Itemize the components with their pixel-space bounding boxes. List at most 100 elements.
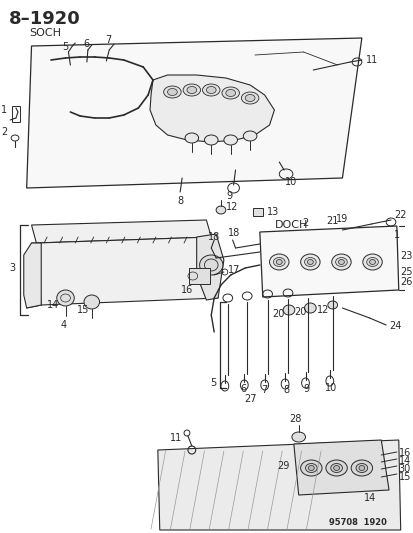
Polygon shape	[24, 243, 41, 308]
Ellipse shape	[369, 260, 375, 264]
Text: 16: 16	[398, 448, 410, 458]
Text: 8: 8	[177, 196, 183, 206]
Ellipse shape	[338, 260, 344, 264]
Text: 15: 15	[77, 305, 90, 315]
Ellipse shape	[276, 260, 282, 264]
Ellipse shape	[327, 301, 337, 309]
Polygon shape	[26, 38, 361, 188]
Polygon shape	[36, 237, 218, 305]
Bar	[252, 208, 262, 216]
Text: 23: 23	[400, 251, 412, 261]
Text: 10: 10	[284, 177, 297, 187]
Text: 15: 15	[398, 472, 410, 482]
Text: 7: 7	[261, 385, 267, 395]
Ellipse shape	[305, 464, 316, 472]
Text: 2: 2	[301, 218, 308, 228]
Text: 28: 28	[289, 414, 301, 424]
Ellipse shape	[206, 86, 216, 93]
Text: 25: 25	[400, 267, 412, 277]
Ellipse shape	[163, 86, 181, 98]
Text: 27: 27	[243, 394, 256, 404]
Text: 19: 19	[335, 214, 348, 224]
Ellipse shape	[187, 86, 196, 93]
Text: 5: 5	[209, 378, 216, 388]
Text: 30: 30	[398, 464, 410, 474]
Text: 29: 29	[277, 461, 289, 471]
Polygon shape	[150, 75, 274, 142]
Ellipse shape	[325, 460, 347, 476]
Polygon shape	[31, 220, 211, 243]
Ellipse shape	[282, 305, 294, 315]
Text: 95708  1920: 95708 1920	[328, 518, 386, 527]
Text: 8: 8	[282, 385, 288, 395]
Text: 12: 12	[317, 305, 329, 315]
Text: 14: 14	[47, 300, 59, 310]
Text: 7: 7	[105, 35, 111, 45]
Ellipse shape	[269, 254, 288, 270]
Text: 20: 20	[293, 307, 306, 317]
Ellipse shape	[241, 92, 258, 104]
Text: 14: 14	[398, 456, 410, 466]
Text: 18: 18	[208, 232, 220, 242]
Text: 6: 6	[240, 384, 246, 394]
Ellipse shape	[304, 257, 316, 266]
Text: DOCH: DOCH	[274, 220, 307, 230]
Text: 13: 13	[266, 207, 278, 217]
Text: 3: 3	[9, 263, 15, 273]
Ellipse shape	[300, 460, 321, 476]
Ellipse shape	[291, 432, 305, 442]
Ellipse shape	[366, 257, 377, 266]
Ellipse shape	[243, 131, 256, 141]
Ellipse shape	[223, 135, 237, 145]
Text: 12: 12	[225, 202, 237, 212]
Ellipse shape	[308, 465, 313, 471]
Ellipse shape	[350, 460, 372, 476]
Text: 6: 6	[84, 39, 90, 49]
Ellipse shape	[300, 254, 319, 270]
Bar	[188, 268, 210, 284]
Polygon shape	[196, 234, 223, 300]
Text: 2: 2	[1, 127, 7, 137]
Ellipse shape	[362, 254, 381, 270]
Ellipse shape	[333, 465, 339, 471]
Text: 8–1920: 8–1920	[9, 10, 81, 28]
Text: 1: 1	[1, 105, 7, 115]
Text: 10: 10	[324, 383, 336, 393]
Ellipse shape	[204, 135, 218, 145]
Ellipse shape	[335, 257, 347, 266]
Ellipse shape	[199, 255, 222, 275]
Ellipse shape	[307, 260, 313, 264]
Ellipse shape	[202, 84, 219, 96]
Text: 26: 26	[400, 277, 412, 287]
Ellipse shape	[183, 84, 200, 96]
Text: 9: 9	[303, 384, 309, 394]
Text: 11: 11	[365, 55, 377, 65]
Text: 4: 4	[60, 320, 66, 330]
Ellipse shape	[331, 254, 350, 270]
Text: SOCH: SOCH	[29, 28, 62, 38]
Text: 5: 5	[62, 42, 69, 52]
Ellipse shape	[330, 464, 342, 472]
Text: 18: 18	[228, 228, 240, 238]
Ellipse shape	[225, 90, 235, 96]
Ellipse shape	[221, 87, 239, 99]
Ellipse shape	[358, 465, 364, 471]
Ellipse shape	[167, 88, 177, 95]
Ellipse shape	[304, 303, 316, 313]
Ellipse shape	[216, 206, 225, 214]
Polygon shape	[259, 226, 398, 297]
Text: 9: 9	[226, 191, 232, 201]
Ellipse shape	[244, 94, 254, 101]
Ellipse shape	[185, 133, 198, 143]
Text: 21: 21	[326, 216, 338, 226]
Polygon shape	[293, 440, 388, 495]
Text: 24: 24	[388, 321, 401, 331]
Text: 16: 16	[180, 285, 192, 295]
Polygon shape	[26, 243, 41, 308]
Text: 17: 17	[227, 265, 240, 275]
Text: 1: 1	[393, 230, 399, 240]
Text: 20: 20	[271, 309, 283, 319]
Text: 22: 22	[393, 210, 406, 220]
Ellipse shape	[273, 257, 285, 266]
Ellipse shape	[84, 295, 99, 309]
